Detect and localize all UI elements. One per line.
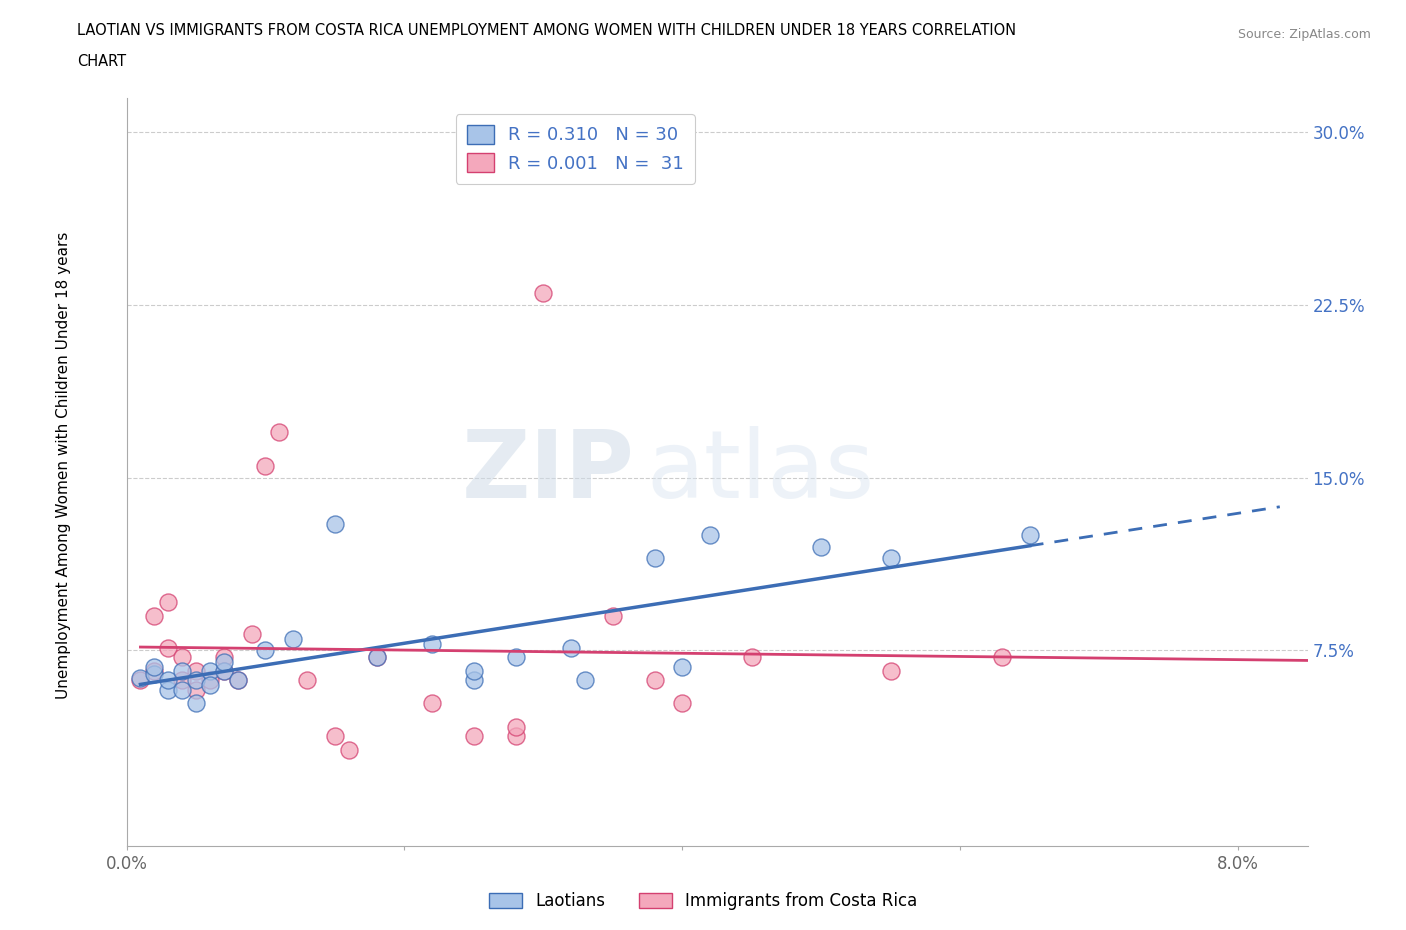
- Text: LAOTIAN VS IMMIGRANTS FROM COSTA RICA UNEMPLOYMENT AMONG WOMEN WITH CHILDREN UND: LAOTIAN VS IMMIGRANTS FROM COSTA RICA UN…: [77, 23, 1017, 38]
- Point: [157, 641, 180, 656]
- Point: [157, 594, 180, 609]
- Point: [254, 458, 277, 473]
- Point: [463, 664, 485, 679]
- Legend: Laotians, Immigrants from Costa Rica: Laotians, Immigrants from Costa Rica: [482, 885, 924, 917]
- Point: [172, 664, 194, 679]
- Point: [991, 650, 1014, 665]
- Point: [323, 728, 346, 743]
- Point: [880, 551, 903, 565]
- Text: atlas: atlas: [647, 426, 875, 518]
- Point: [172, 673, 194, 688]
- Point: [129, 673, 152, 688]
- Text: CHART: CHART: [77, 54, 127, 69]
- Point: [420, 636, 443, 651]
- Point: [366, 650, 388, 665]
- Point: [157, 683, 180, 698]
- Point: [741, 650, 763, 665]
- Point: [198, 673, 221, 688]
- Text: Source: ZipAtlas.com: Source: ZipAtlas.com: [1237, 28, 1371, 41]
- Point: [671, 696, 693, 711]
- Point: [505, 719, 527, 734]
- Point: [184, 673, 207, 688]
- Point: [295, 673, 318, 688]
- Point: [212, 655, 235, 670]
- Point: [1018, 528, 1040, 543]
- Point: [505, 728, 527, 743]
- Point: [463, 728, 485, 743]
- Point: [531, 286, 554, 301]
- Point: [184, 664, 207, 679]
- Point: [226, 673, 249, 688]
- Point: [198, 678, 221, 693]
- Point: [198, 664, 221, 679]
- Point: [212, 664, 235, 679]
- Point: [560, 641, 582, 656]
- Point: [880, 664, 903, 679]
- Point: [505, 650, 527, 665]
- Point: [602, 608, 624, 623]
- Point: [129, 671, 152, 685]
- Point: [184, 683, 207, 698]
- Point: [143, 608, 166, 623]
- Point: [143, 664, 166, 679]
- Point: [366, 650, 388, 665]
- Point: [143, 666, 166, 681]
- Point: [644, 551, 666, 565]
- Point: [699, 528, 721, 543]
- Point: [226, 673, 249, 688]
- Point: [283, 631, 305, 646]
- Point: [172, 683, 194, 698]
- Point: [644, 673, 666, 688]
- Point: [172, 650, 194, 665]
- Point: [671, 659, 693, 674]
- Point: [184, 696, 207, 711]
- Point: [420, 696, 443, 711]
- Point: [212, 650, 235, 665]
- Point: [810, 539, 832, 554]
- Point: [269, 424, 291, 439]
- Point: [212, 664, 235, 679]
- Point: [574, 673, 596, 688]
- Text: ZIP: ZIP: [461, 426, 634, 518]
- Point: [157, 673, 180, 688]
- Text: Unemployment Among Women with Children Under 18 years: Unemployment Among Women with Children U…: [56, 232, 70, 698]
- Point: [143, 659, 166, 674]
- Point: [240, 627, 263, 642]
- Point: [323, 516, 346, 531]
- Point: [337, 742, 360, 757]
- Legend: R = 0.310   N = 30, R = 0.001   N =  31: R = 0.310 N = 30, R = 0.001 N = 31: [456, 114, 695, 183]
- Point: [254, 643, 277, 658]
- Point: [463, 673, 485, 688]
